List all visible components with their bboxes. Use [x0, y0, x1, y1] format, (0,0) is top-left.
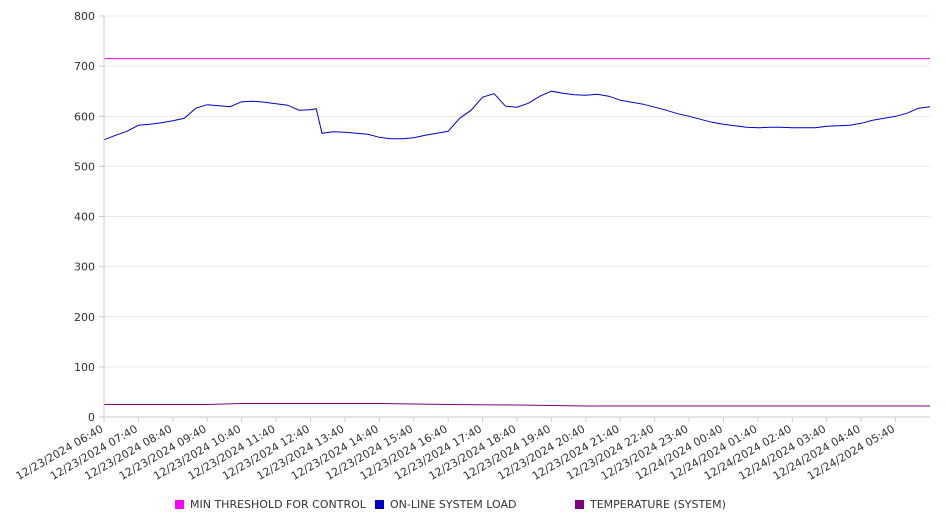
- y-tick-label: 600: [74, 110, 95, 123]
- legend-label-system-load: ON-LINE SYSTEM LOAD: [390, 498, 517, 511]
- y-tick-label: 0: [88, 411, 95, 424]
- y-tick-label: 300: [74, 261, 95, 274]
- y-tick-label: 400: [74, 211, 95, 224]
- legend-label-min-threshold: MIN THRESHOLD FOR CONTROL: [190, 498, 366, 511]
- series-lines: [103, 58, 931, 407]
- system-load-line: [103, 90, 931, 141]
- legend-swatch-min-threshold: [175, 500, 184, 509]
- legend-swatch-temperature: [575, 500, 584, 509]
- legend-item-temperature: TEMPERATURE (SYSTEM): [575, 498, 726, 511]
- legend: MIN THRESHOLD FOR CONTROL ON-LINE SYSTEM…: [175, 498, 915, 514]
- temperature-line: [104, 403, 930, 407]
- y-tick-label: 200: [74, 311, 95, 324]
- y-tick-label: 100: [74, 361, 95, 374]
- legend-swatch-system-load: [375, 500, 384, 509]
- legend-item-system-load: ON-LINE SYSTEM LOAD: [375, 498, 516, 511]
- grid-lines: [104, 15, 930, 368]
- y-tick-label: 800: [74, 10, 95, 23]
- y-tick-label: 700: [74, 60, 95, 73]
- legend-item-min-threshold: MIN THRESHOLD FOR CONTROL: [175, 498, 366, 511]
- legend-label-temperature: TEMPERATURE (SYSTEM): [590, 498, 726, 511]
- y-tick-label: 500: [74, 160, 95, 173]
- y-tick-labels: 0 100 200 300 400 500 600 700 800: [74, 10, 104, 424]
